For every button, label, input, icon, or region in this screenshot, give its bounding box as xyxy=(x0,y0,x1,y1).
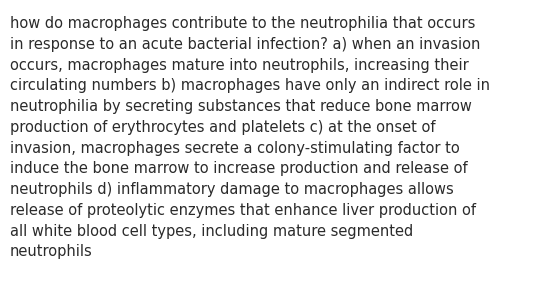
Text: how do macrophages contribute to the neutrophilia that occurs
in response to an : how do macrophages contribute to the neu… xyxy=(10,16,490,260)
